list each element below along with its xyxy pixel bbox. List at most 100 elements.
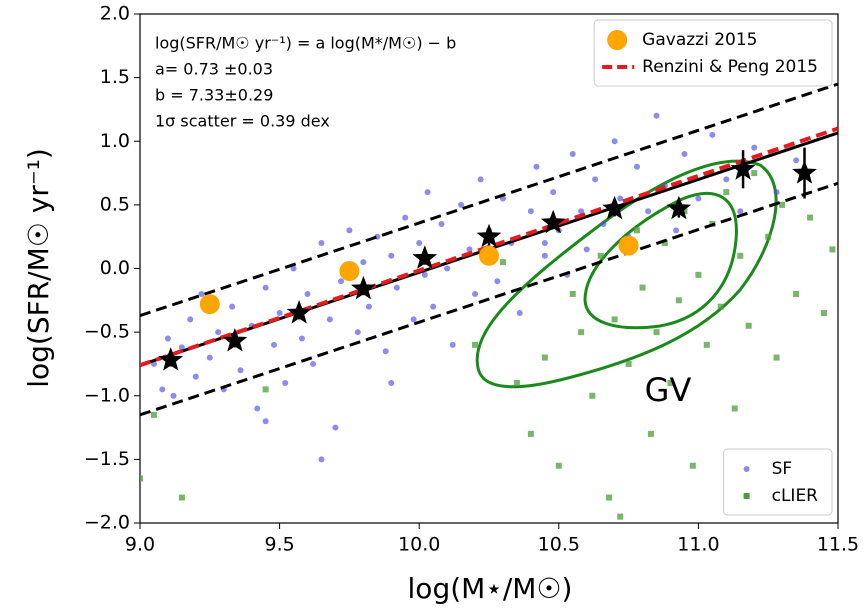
sf-point bbox=[304, 290, 311, 297]
fit-line bbox=[140, 82, 838, 318]
y-tick-label: −1.0 bbox=[84, 384, 130, 406]
clier-point bbox=[513, 380, 520, 387]
sf-point bbox=[449, 341, 456, 348]
sf-point bbox=[617, 195, 624, 202]
sf-point bbox=[282, 380, 289, 387]
sf-point bbox=[318, 456, 325, 463]
sf-point bbox=[170, 392, 177, 399]
sf-point bbox=[310, 360, 317, 367]
median-star bbox=[730, 156, 756, 180]
sf-point bbox=[318, 240, 325, 247]
sf-point bbox=[695, 195, 702, 202]
legend-label: cLIER bbox=[772, 486, 819, 506]
sf-point bbox=[159, 386, 166, 393]
clier-point bbox=[807, 214, 814, 221]
x-tick-label: 9.5 bbox=[264, 534, 294, 556]
clier-point bbox=[731, 405, 738, 412]
clier-point bbox=[765, 233, 772, 240]
sf-point bbox=[494, 278, 501, 285]
y-tick-label: −0.5 bbox=[84, 321, 130, 343]
clier-point bbox=[589, 392, 596, 399]
sf-point bbox=[569, 150, 576, 157]
fit-annotation: log(SFR/M☉ yr⁻¹) = a log(M*/M☉) − b bbox=[155, 34, 456, 53]
clier-point bbox=[647, 430, 654, 437]
sf-point bbox=[737, 208, 744, 215]
clier-point bbox=[717, 303, 724, 310]
clier-point bbox=[667, 380, 674, 387]
sf-point bbox=[382, 348, 389, 355]
sf-point bbox=[215, 329, 222, 336]
plot-area bbox=[140, 82, 838, 520]
sf-point bbox=[472, 290, 479, 297]
median-star bbox=[286, 300, 312, 324]
sf-point bbox=[262, 284, 269, 291]
x-axis-label: log(M⋆/M☉) bbox=[408, 572, 573, 605]
clier-point bbox=[541, 354, 548, 361]
median-star bbox=[158, 347, 184, 371]
sf-point bbox=[592, 176, 599, 183]
sf-point bbox=[541, 240, 548, 247]
legend-label: Gavazzi 2015 bbox=[642, 30, 757, 50]
sf-point bbox=[262, 418, 269, 425]
sf-point bbox=[681, 150, 688, 157]
clier-point bbox=[150, 411, 157, 418]
sf-point bbox=[410, 316, 417, 323]
sf-point bbox=[424, 189, 431, 196]
median-star bbox=[792, 160, 817, 184]
sf-point bbox=[653, 112, 660, 119]
contour-inner bbox=[583, 192, 738, 330]
legend-box bbox=[593, 19, 833, 87]
clier-point bbox=[555, 462, 562, 469]
x-tick-label: 10.0 bbox=[398, 534, 440, 556]
median-star bbox=[476, 223, 502, 248]
sf-point bbox=[751, 144, 758, 151]
sf-point bbox=[365, 303, 372, 310]
gavazzi-point bbox=[618, 235, 639, 256]
y-tick-label: 0.0 bbox=[100, 257, 130, 279]
clier-point bbox=[723, 189, 730, 196]
sf-point bbox=[338, 278, 345, 285]
clier-point bbox=[703, 341, 710, 348]
sf-point bbox=[578, 208, 585, 215]
sf-point bbox=[206, 354, 213, 361]
sf-point bbox=[527, 208, 534, 215]
sf-point bbox=[533, 163, 540, 170]
contours bbox=[475, 159, 778, 389]
median-star bbox=[666, 195, 692, 220]
sf-point bbox=[633, 163, 640, 170]
fit-annotation: b = 7.33±0.29 bbox=[155, 86, 273, 105]
sf-point bbox=[645, 208, 652, 215]
sf-point bbox=[611, 138, 618, 145]
sf-point bbox=[346, 227, 353, 234]
legend-swatch bbox=[743, 493, 750, 499]
sf-point bbox=[198, 290, 205, 297]
clier-point bbox=[597, 252, 604, 259]
clier-point bbox=[472, 341, 479, 348]
x-tick-label: 11.0 bbox=[677, 534, 719, 556]
sf-point bbox=[332, 424, 339, 431]
clier-point bbox=[821, 310, 828, 317]
sf-point bbox=[673, 227, 680, 234]
sf-point bbox=[254, 405, 261, 412]
sf-point bbox=[354, 329, 361, 336]
clier-point bbox=[569, 290, 576, 297]
sf-point bbox=[793, 157, 800, 164]
y-tick-label: −2.0 bbox=[84, 512, 130, 534]
clier-point bbox=[625, 360, 632, 367]
clier-point bbox=[178, 494, 185, 501]
sf-point bbox=[416, 240, 423, 247]
sf-point bbox=[438, 220, 445, 227]
legend-label: Renzini & Peng 2015 bbox=[642, 57, 818, 77]
gv-label: GV bbox=[645, 371, 692, 409]
sf-point bbox=[773, 189, 780, 196]
clier-point bbox=[829, 246, 836, 253]
contour-outer bbox=[475, 159, 778, 389]
sf-point bbox=[458, 201, 465, 208]
sf-point bbox=[187, 316, 194, 323]
fit-line bbox=[140, 181, 838, 417]
sf-point bbox=[388, 380, 395, 387]
sf-point bbox=[192, 373, 199, 380]
sf-point bbox=[276, 310, 283, 317]
sf-point bbox=[723, 176, 730, 183]
